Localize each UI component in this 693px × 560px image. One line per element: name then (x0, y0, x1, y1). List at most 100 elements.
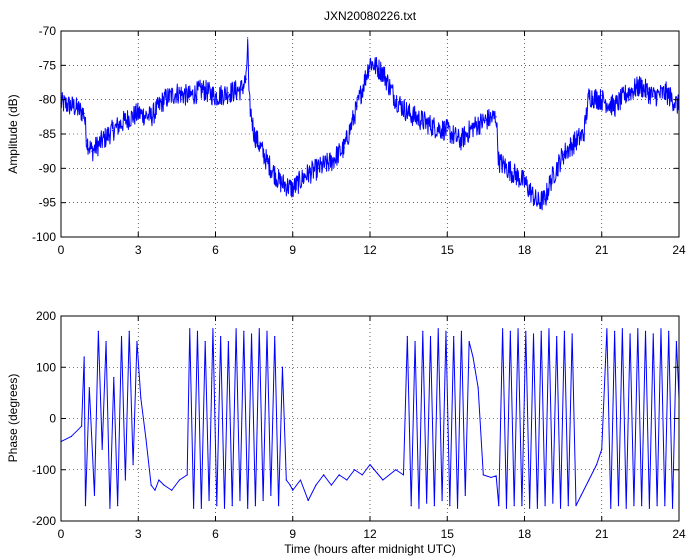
phase-y-tick-label: -100 (32, 463, 56, 477)
amplitude-x-tick-label: 15 (441, 243, 455, 257)
phase-data-point (559, 507, 562, 509)
phase-data-point (281, 366, 284, 368)
phase-ticks: 0 3 6 9 12 15 18 21 24 200 100 0 -100 -200 (32, 309, 686, 541)
phase-data-point (675, 341, 678, 343)
phase-grid (61, 316, 679, 521)
phase-data-point (472, 356, 474, 358)
phase-data-point (220, 335, 222, 338)
amplitude-panel: 0 3 6 9 12 15 18 21 24 -70 -75 -80 -85 -90 -95 -100 JXN… (6, 9, 686, 257)
amplitude-data-point (214, 95, 217, 97)
phase-data-point (418, 507, 420, 509)
phase-x-tick-label: 9 (289, 527, 296, 541)
amplitude-data-point (369, 61, 371, 63)
phase-data-point (637, 328, 639, 330)
phase-data-point (266, 330, 268, 332)
phase-data-point (437, 328, 439, 330)
amplitude-data-point (111, 129, 114, 132)
phase-data-point (453, 335, 455, 338)
phase-data-point (289, 484, 291, 486)
amplitude-x-tick-label: 6 (212, 243, 219, 257)
amplitude-data-point (330, 160, 332, 163)
phase-data-point (410, 505, 412, 507)
phase-y-tick-label: 200 (36, 309, 56, 323)
phase-data-point (113, 376, 115, 379)
amplitude-data-point (101, 140, 103, 142)
phase-data-point (132, 464, 134, 466)
phase-data-point (482, 474, 484, 476)
phase-x-tick-label: 3 (135, 527, 142, 541)
amplitude-y-tick-label: -90 (39, 161, 57, 175)
phase-data-point (369, 464, 371, 466)
amplitude-x-tick-label: 9 (289, 243, 296, 257)
phase-data-point (227, 341, 229, 343)
amplitude-data-point (614, 105, 616, 108)
amplitude-data-point (150, 116, 152, 118)
phase-data-point (596, 464, 598, 466)
amplitude-data-point (575, 140, 577, 142)
amplitude-data-point (536, 202, 538, 204)
phase-data-point (93, 494, 96, 496)
amplitude-data-point (137, 112, 139, 114)
phase-y-tick-label: 100 (36, 360, 56, 374)
phase-data-point (617, 505, 620, 507)
phase-data-point (193, 507, 195, 509)
amplitude-x-tick-label: 12 (363, 243, 377, 257)
phase-data-point (629, 333, 631, 335)
phase-data-point (158, 479, 160, 481)
phase-data-point (83, 356, 85, 358)
amplitude-data-point (665, 92, 667, 94)
phase-data-point (429, 335, 432, 338)
amplitude-data-point (485, 119, 487, 121)
phase-data-point (307, 499, 309, 502)
phase-data-point (468, 341, 470, 343)
amplitude-data-point (459, 140, 461, 142)
phase-data-point (258, 328, 260, 330)
phase-data-point (128, 330, 130, 332)
phase-data-point (633, 505, 635, 507)
amplitude-data-point (124, 119, 126, 121)
amplitude-y-tick-label: -80 (39, 93, 57, 107)
phase-data-point (186, 474, 188, 476)
amplitude-data-point (202, 88, 204, 90)
phase-data-point (277, 505, 280, 507)
phase-data-point (239, 499, 241, 502)
amplitude-y-tick-label: -100 (32, 230, 56, 244)
amplitude-data-point (305, 174, 307, 176)
phase-data-point (285, 479, 287, 481)
phase-data-point (150, 484, 152, 486)
phase-data-point (247, 507, 249, 509)
amplitude-data-point (495, 116, 497, 118)
amplitude-data-point (583, 133, 585, 135)
phase-x-tick-label: 6 (212, 527, 219, 541)
phase-data-point (548, 328, 550, 330)
phase-data-point (262, 499, 264, 502)
phase-data-point (644, 330, 647, 332)
amplitude-data-point (382, 71, 384, 73)
phase-x-tick-label: 15 (441, 527, 455, 541)
amplitude-y-label: Amplitude (dB) (6, 94, 20, 173)
phase-data-point (274, 335, 276, 338)
phase-data-point (509, 330, 511, 332)
phase-data-point (580, 494, 582, 496)
amplitude-data-point (652, 95, 654, 97)
phase-data-point (464, 494, 466, 496)
phase-data-point (254, 505, 257, 507)
amplitude-x-tick-label: 21 (595, 243, 609, 257)
phase-data-point (513, 505, 515, 507)
phase-y-label: Phase (degrees) (6, 374, 20, 463)
phase-data-point (656, 505, 658, 507)
amplitude-data-point (498, 160, 500, 163)
phase-data-point (81, 425, 83, 427)
amplitude-data-point (73, 105, 75, 108)
amplitude-data-point (523, 181, 526, 183)
phase-data-point (171, 489, 173, 491)
amplitude-data-point (83, 112, 85, 114)
phase-data-point (105, 341, 107, 343)
phase-data-point (614, 330, 616, 332)
phase-panel: 0 3 6 9 12 15 18 21 24 200 100 0 -100 -200 Phase (deg… (6, 309, 686, 556)
phase-data-point (382, 479, 384, 481)
phase-y-tick-label: 0 (49, 412, 56, 426)
amplitude-data-point (446, 129, 448, 132)
amplitude-data-point (433, 126, 435, 128)
